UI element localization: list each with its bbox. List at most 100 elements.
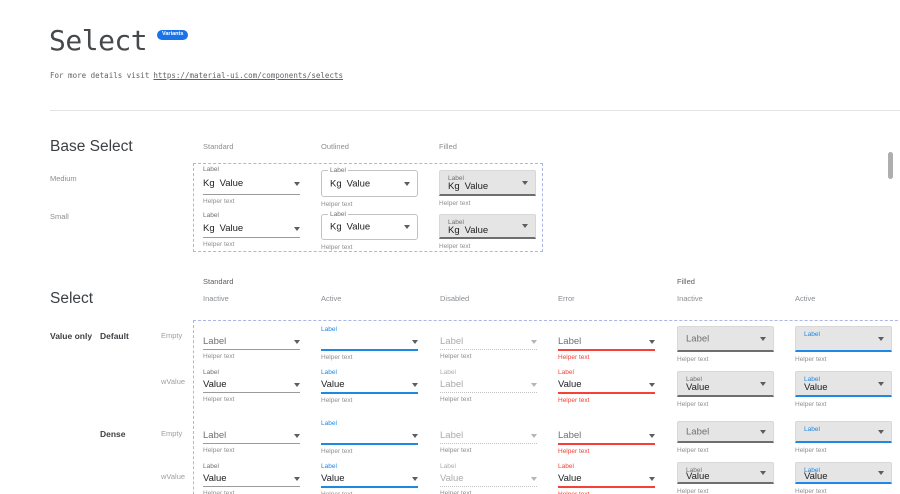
group-standard: Standard [203,277,234,286]
select-value: Value [804,471,828,482]
select-standard-disabled-dense-empty[interactable]: Label Helper text [440,419,537,455]
dropdown-arrow-icon [294,433,300,438]
select-specimen-box [193,320,900,494]
kg-adornment: Kg [330,221,342,233]
col-standard-active: Active [321,294,342,303]
floating-label: Label [558,369,574,376]
select-value: Label [558,335,582,347]
select-standard-disabled-dense-wvalue[interactable]: Label Value Helper text [440,462,537,494]
select-filled-inactive-default-empty[interactable]: Label Helper text [677,326,774,364]
select-standard-active-default-empty[interactable]: Label Helper text [321,325,418,362]
floating-label [440,325,537,334]
base-select-outlined-small[interactable]: Label Kg Value Helper text [321,211,418,252]
dropdown-arrow-icon [294,382,300,387]
select-standard-disabled-default-wvalue[interactable]: Label Label Helper text [440,368,537,404]
floating-label: Label [448,219,464,226]
helper-text: Helper text [203,396,235,403]
base-select-standard-small[interactable]: Label Kg Value Helper text [203,211,300,249]
select-standard-error-dense-wvalue[interactable]: Label Value Helper text [558,462,655,494]
base-select-filled-small[interactable]: Label Kg Value Helper text [439,214,536,251]
kg-adornment: Kg [203,178,215,190]
select-standard-inactive-default-wvalue[interactable]: Label Value Helper text [203,368,300,404]
helper-text: Helper text [558,491,655,494]
select-standard-active-default-wvalue[interactable]: Label Value Helper text [321,368,418,405]
col-standard-disabled: Disabled [440,294,470,303]
helper-text: Helper text [203,353,235,360]
select-standard-inactive-default-empty[interactable]: Label Helper text [203,325,300,361]
variants-badge: Variants [157,30,189,40]
base-col-outlined: Outlined [321,142,349,151]
floating-label: Label [203,166,219,173]
section-divider [50,110,900,111]
dropdown-arrow-icon [649,339,655,344]
floating-label [203,325,300,334]
select-value: Value [686,471,710,482]
helper-text: Helper text [440,353,472,360]
helper-text: Helper text [321,354,353,361]
floating-label: Label [448,175,464,182]
row-dense-empty: Empty [161,429,183,438]
row-default-empty: Empty [161,331,183,340]
base-select-filled-medium[interactable]: Label Kg Value Helper text [439,170,536,208]
helper-text: Helper text [677,488,709,494]
base-select-outlined-medium[interactable]: Label Kg Value Helper text [321,167,418,209]
helper-text: Helper text [203,490,235,494]
dropdown-arrow-icon [412,476,418,481]
dropdown-arrow-icon [760,470,766,475]
dropdown-arrow-icon [531,382,537,387]
dropdown-arrow-icon [404,225,410,229]
select-filled-inactive-dense-empty[interactable]: Label Helper text [677,421,774,455]
helper-text: Helper text [439,243,471,250]
dropdown-arrow-icon [878,336,884,341]
select-value: Value [346,177,371,189]
select-value: Value [464,225,489,236]
floating-label: Label [328,167,348,175]
floating-label: Label [804,376,820,383]
dropdown-arrow-icon [760,336,766,341]
select-filled-inactive-default-wvalue[interactable]: Label Value Helper text [677,371,774,409]
dropdown-arrow-icon [531,433,537,438]
floating-label [558,325,655,334]
select-filled-active-dense-wvalue[interactable]: Label Value Helper text [795,462,892,494]
select-filled-active-dense-empty[interactable]: Label Helper text [795,421,892,455]
select-underline [203,194,300,195]
helper-text: Helper text [795,356,827,363]
row-section-dense: Dense [100,429,126,439]
select-filled-active-default-wvalue[interactable]: Label Value Helper text [795,371,892,409]
base-row-medium: Medium [50,174,77,183]
scrollbar-thumb[interactable] [888,152,893,179]
select-standard-active-dense-wvalue[interactable]: Label Value Helper text [321,462,418,494]
kg-adornment: Kg [330,177,342,189]
select-underline [440,443,537,444]
base-row-small: Small [50,212,69,221]
material-ui-link[interactable]: https://material-ui.com/components/selec… [153,71,343,80]
floating-label: Label [804,331,820,338]
intro-text: For more details visit [50,71,150,80]
base-select-standard-medium[interactable]: Label Kg Value Helper text [203,165,300,206]
select-standard-error-dense-empty[interactable]: Label Helper text [558,419,655,456]
select-filled-inactive-dense-wvalue[interactable]: Label Value Helper text [677,462,774,494]
select-underline [203,349,300,350]
floating-label: Label [321,463,337,470]
select-underline [558,349,655,351]
helper-text: Helper text [321,201,353,208]
select-filled-active-default-empty[interactable]: Label Helper text [795,326,892,364]
select-value: Value [321,472,345,484]
select-standard-disabled-default-empty[interactable]: Label Helper text [440,325,537,361]
select-standard-inactive-dense-empty[interactable]: Label Helper text [203,419,300,455]
helper-text: Helper text [321,397,353,404]
select-value: Value [464,181,489,192]
helper-text: Helper text [795,401,827,408]
select-value: Value [686,382,710,393]
dropdown-arrow-icon [412,382,418,387]
select-underline [203,237,300,238]
row-dense-wvalue: wValue [161,472,186,481]
select-standard-inactive-dense-wvalue[interactable]: Label Value Helper text [203,462,300,494]
select-standard-error-default-wvalue[interactable]: Label Value Helper text [558,368,655,405]
select-standard-error-default-empty[interactable]: Label Helper text [558,325,655,362]
select-underline [558,392,655,394]
helper-text: Helper text [677,356,709,363]
dropdown-arrow-icon [878,470,884,475]
select-standard-active-dense-empty[interactable]: Label Helper text [321,419,418,456]
dropdown-arrow-icon [649,433,655,438]
